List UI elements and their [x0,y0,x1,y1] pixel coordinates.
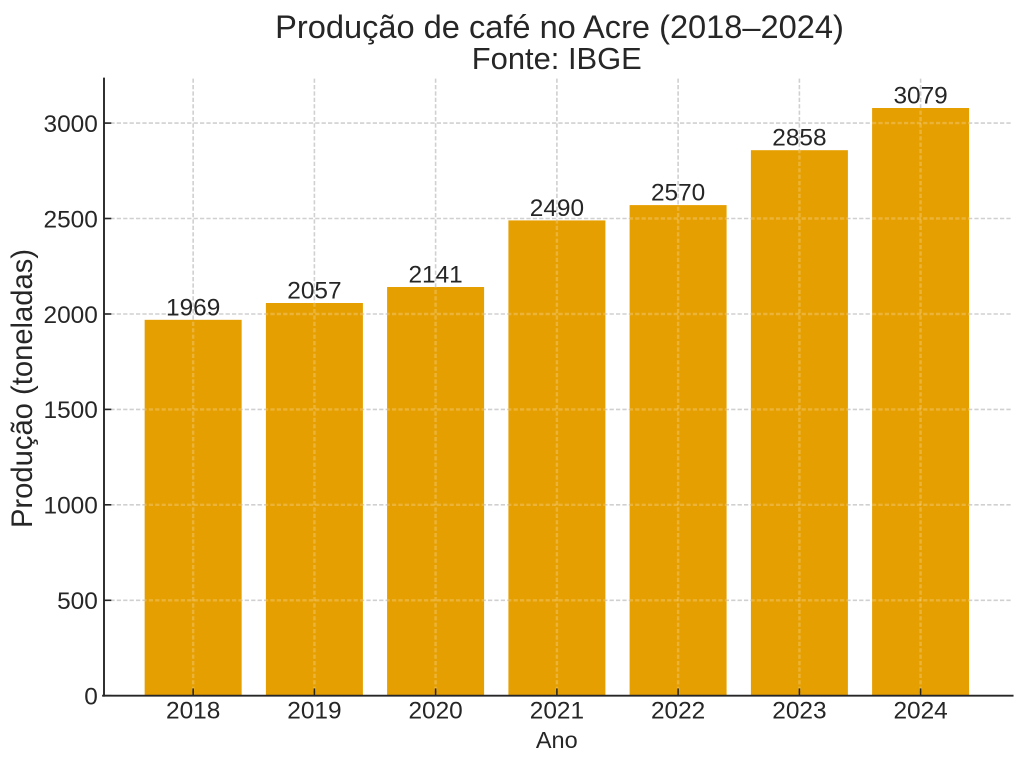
svg-text:2019: 2019 [287,698,341,725]
svg-text:Ano: Ano [536,727,578,753]
svg-text:500: 500 [57,588,98,615]
svg-text:1000: 1000 [44,493,98,520]
svg-text:2018: 2018 [166,698,220,725]
svg-text:1500: 1500 [44,397,98,424]
svg-text:2490: 2490 [530,195,584,222]
svg-text:2500: 2500 [44,206,98,233]
svg-text:2570: 2570 [651,180,705,207]
svg-text:3079: 3079 [893,83,947,110]
svg-text:2000: 2000 [44,302,98,329]
svg-text:2858: 2858 [772,125,826,152]
svg-text:3000: 3000 [44,111,98,138]
svg-text:2022: 2022 [651,698,705,725]
svg-text:2024: 2024 [893,698,947,725]
svg-text:2141: 2141 [408,262,462,289]
svg-text:2057: 2057 [287,278,341,305]
svg-text:1969: 1969 [166,294,220,321]
svg-text:2023: 2023 [772,698,826,725]
svg-text:0: 0 [84,684,98,711]
svg-text:Produção (toneladas): Produção (toneladas) [7,249,39,528]
svg-text:2020: 2020 [408,698,462,725]
svg-text:Fonte: IBGE: Fonte: IBGE [472,41,642,76]
svg-text:Produção de café no Acre (2018: Produção de café no Acre (2018–2024) [275,8,844,45]
svg-text:2021: 2021 [530,698,584,725]
